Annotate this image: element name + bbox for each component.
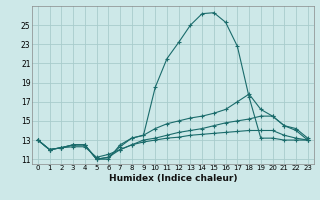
X-axis label: Humidex (Indice chaleur): Humidex (Indice chaleur) <box>108 174 237 183</box>
